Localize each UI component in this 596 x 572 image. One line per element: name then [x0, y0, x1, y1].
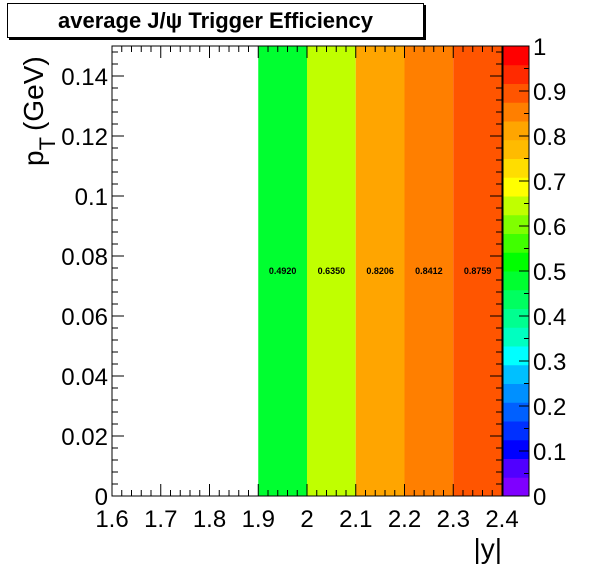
palette-segment-12: [503, 252, 529, 272]
y-tick-label-1: 0.02: [61, 424, 108, 451]
heatmap-cell-0: [258, 46, 307, 496]
x-tick-label-7: 2.3: [437, 506, 470, 533]
palette-segment-14: [503, 214, 529, 234]
palette-segment-4: [503, 402, 529, 422]
cells-layer: [258, 46, 502, 496]
cell-value-label-3: 0.8412: [415, 266, 443, 276]
palette-segment-18: [503, 139, 529, 159]
x-tick-label-1: 1.7: [144, 506, 177, 533]
x-tick-label-4: 2: [300, 506, 313, 533]
y-axis-label-unit: (GeV): [18, 56, 49, 131]
palette-segment-13: [503, 233, 529, 253]
palette-segment-10: [503, 289, 529, 309]
palette-segment-19: [503, 121, 529, 141]
x-tick-label-8: 2.4: [485, 506, 518, 533]
x-tick-label-0: 1.6: [95, 506, 128, 533]
palette-segment-23: [503, 46, 529, 66]
chart-title: average J/ψ Trigger Efficiency: [7, 3, 424, 38]
palette-segment-16: [503, 177, 529, 197]
z-tick-label-2: 0.2: [533, 394, 566, 421]
svg-text:pT(GeV): pT (GeV): [18, 56, 60, 166]
palette-segment-9: [503, 308, 529, 328]
z-tick-label-7: 0.7: [533, 169, 566, 196]
heatmap-cell-4: [453, 46, 502, 496]
y-tick-label-5: 0.1: [75, 184, 108, 211]
y-axis-label-subscript: T: [35, 137, 60, 150]
x-axis-label: |y|: [473, 533, 502, 564]
z-axis: 0 0.1 0.2 0.3 0.4 0.5 0.6 0.7 0.8 0.9 1: [519, 34, 566, 511]
y-tick-label-3: 0.06: [61, 304, 108, 331]
z-tick-label-1: 0.1: [533, 439, 566, 466]
z-tick-label-6: 0.6: [533, 214, 566, 241]
y-axis-label-main: p: [18, 150, 49, 166]
palette-segment-22: [503, 64, 529, 84]
palette-segment-0: [503, 477, 529, 497]
x-tick-label-6: 2.2: [388, 506, 421, 533]
z-tick-label-4: 0.4: [533, 304, 566, 331]
palette-segment-11: [503, 271, 529, 291]
cell-value-label-0: 0.4920: [269, 266, 297, 276]
palette-segment-8: [503, 327, 529, 347]
z-tick-label-10: 1: [533, 34, 546, 61]
palette-segment-15: [503, 196, 529, 216]
palette-segment-17: [503, 158, 529, 178]
x-tick-label-5: 2.1: [339, 506, 372, 533]
palette-segment-2: [503, 439, 529, 459]
palette-segment-1: [503, 458, 529, 478]
x-tick-label-3: 1.9: [242, 506, 275, 533]
y-tick-label-6: 0.12: [61, 124, 108, 151]
palette-segment-21: [503, 83, 529, 103]
heatmap-cell-3: [404, 46, 454, 496]
palette-segment-7: [503, 346, 529, 366]
z-tick-label-9: 0.9: [533, 79, 566, 106]
palette-segment-6: [503, 364, 529, 384]
heatmap-cell-1: [307, 46, 356, 496]
x-axis: 1.6 1.7 1.8 1.9 2 2.1 2.2 2.3 2.4: [95, 46, 519, 533]
palette-segment-3: [503, 421, 529, 441]
cell-value-label-1: 0.6350: [318, 266, 346, 276]
y-tick-label-4: 0.08: [61, 244, 108, 271]
y-axis-label: pT (GeV): [18, 56, 60, 166]
x-tick-label-2: 1.8: [193, 506, 226, 533]
z-tick-label-8: 0.8: [533, 124, 566, 151]
color-palette: [502, 45, 530, 497]
cell-labels-layer: 0.4920 0.6350 0.8206 0.8412 0.8759: [269, 266, 492, 276]
y-tick-label-2: 0.04: [61, 364, 108, 391]
y-tick-label-0: 0: [95, 484, 108, 511]
palette-segment-20: [503, 102, 529, 122]
cell-value-label-4: 0.8759: [464, 266, 492, 276]
cell-value-label-2: 0.8206: [366, 266, 394, 276]
z-tick-label-0: 0: [533, 484, 546, 511]
y-tick-label-7: 0.14: [61, 64, 108, 91]
palette-segment-5: [503, 383, 529, 403]
z-tick-label-5: 0.5: [533, 259, 566, 286]
y-axis: 0 0.02 0.04 0.06 0.08 0.1 0.12 0.14: [61, 51, 502, 511]
z-tick-label-3: 0.3: [533, 349, 566, 376]
heatmap-cell-2: [355, 46, 405, 496]
